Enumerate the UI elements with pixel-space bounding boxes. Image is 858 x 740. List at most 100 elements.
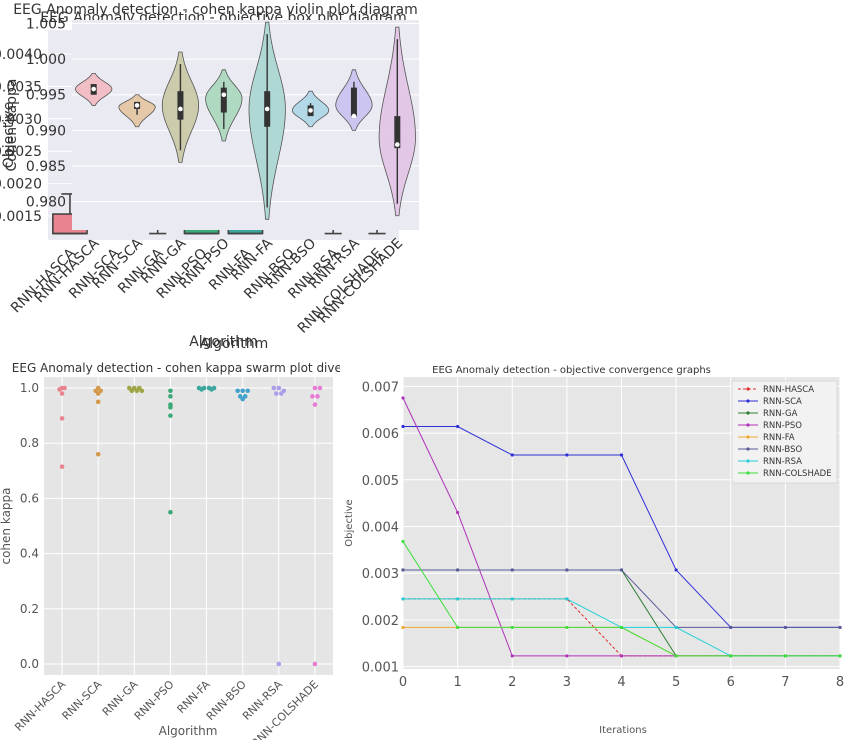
legend-label: RNN-HASCA (763, 385, 814, 395)
series-marker (401, 568, 405, 572)
swarm-point (315, 394, 320, 399)
violin-median-dot (221, 92, 227, 98)
swarm-point (271, 385, 277, 391)
series-marker (729, 625, 733, 630)
y-tick-label: 0.001 (362, 661, 399, 676)
swarm-point (57, 387, 62, 392)
x-axis-label: Iterations (599, 725, 647, 736)
swarm-point (59, 464, 65, 469)
series-marker (510, 597, 514, 601)
series-marker (838, 654, 842, 658)
legend-marker (746, 435, 750, 439)
violin-median-dot (395, 142, 400, 147)
x-tick-label: 4 (617, 675, 625, 690)
x-tick-label: RNN-HASCA (12, 678, 68, 734)
legend-marker (746, 399, 750, 403)
swarm-point (199, 387, 204, 392)
swarm-point (240, 388, 245, 394)
x-axis-label: Algorithm (200, 336, 269, 352)
series-marker (510, 654, 514, 658)
swarm-point (62, 385, 67, 391)
legend-marker (746, 471, 750, 475)
series-marker (619, 453, 624, 457)
legend-marker (746, 423, 750, 427)
legend-marker (746, 387, 750, 391)
swarm-point (168, 509, 173, 515)
x-tick-label: 8 (836, 675, 844, 690)
y-tick-label: 0.007 (362, 380, 399, 395)
series-marker (565, 625, 569, 630)
x-tick-label: 1 (453, 675, 461, 690)
y-tick-label: 0.0025 (0, 144, 42, 160)
series-marker (619, 654, 624, 658)
x-tick-label: 0 (399, 675, 407, 690)
x-tick-label: RNN-HASCA (32, 235, 103, 306)
violin-median-dot (178, 106, 183, 112)
swarm-plot-chart: 0.00.20.40.60.81.0RNN-HASCARNN-SCARNN-GA… (0, 361, 340, 740)
legend-label: RNN-PSO (763, 421, 802, 431)
series-marker (674, 654, 678, 658)
y-tick-label: 0.990 (26, 123, 66, 139)
swarm-point (95, 451, 101, 457)
series-marker (510, 568, 514, 572)
series-marker (565, 568, 569, 572)
y-tick-label: 0.980 (26, 195, 66, 211)
series-marker (401, 597, 405, 601)
swarm-point (139, 388, 145, 394)
legend-label: RNN-BSO (763, 445, 802, 455)
y-tick-label: 0.004 (362, 521, 399, 536)
legend-label: RNN-SCA (763, 397, 802, 407)
swarm-point (276, 661, 282, 667)
legend-marker (746, 447, 750, 451)
y-axis-label: Objective (1, 102, 17, 168)
x-tick-label: RNN-PSO (132, 678, 177, 723)
series-marker (456, 625, 460, 630)
legend-label: RNN-RSA (763, 457, 802, 467)
chart-title: EEG Anomaly detection - cohen kappa swar… (12, 361, 340, 375)
legend-label: RNN-FA (763, 433, 795, 443)
swarm-point (168, 405, 173, 410)
chart-title: EEG Anomaly detection - cohen kappa viol… (13, 2, 418, 18)
series-marker (510, 453, 514, 457)
convergence-line-chart: 0.001 0.002 0.003 0.004 0.005 0.006 0.007 0 1 2 3 4… (344, 365, 844, 736)
y-tick-label: 0.006 (362, 427, 399, 442)
swarm-point (134, 388, 140, 394)
swarm-point (276, 385, 282, 391)
swarm-point (279, 391, 284, 396)
swarm-point (59, 416, 65, 421)
series-marker (674, 568, 678, 572)
series-marker (510, 625, 514, 630)
swarm-point (312, 385, 318, 391)
swarm-point (59, 391, 65, 396)
violin-iqr-box (394, 116, 401, 149)
series-marker (838, 625, 842, 630)
y-tick-label: 0.8 (20, 436, 39, 450)
x-tick-label: 2 (508, 675, 516, 690)
series-marker (783, 654, 787, 658)
y-tick-label: 0.985 (26, 159, 66, 175)
y-tick-label: 0.0035 (0, 79, 42, 95)
series-marker (565, 597, 569, 601)
swarm-point (168, 394, 173, 399)
legend-marker (746, 411, 750, 415)
y-axis-label: cohen kappa (0, 487, 13, 564)
series-marker (456, 424, 460, 429)
y-tick-label: 0.002 (362, 614, 399, 629)
swarm-point (95, 391, 101, 396)
series-marker (565, 654, 569, 658)
series-marker (674, 625, 678, 630)
swarm-point (310, 394, 315, 399)
swarm-point (168, 413, 173, 418)
plot-area (44, 377, 333, 675)
series-marker (401, 396, 405, 400)
x-tick-label: RNN-COLSHADE (315, 236, 406, 327)
swarm-point (95, 399, 101, 405)
violin-median-dot (91, 86, 96, 92)
y-tick-label: 0.4 (20, 547, 39, 561)
x-tick-label: 3 (563, 675, 571, 690)
y-tick-label: 0.995 (26, 88, 66, 104)
x-axis-label: Algorithm (189, 334, 258, 350)
swarm-point (245, 388, 250, 394)
legend-box (731, 380, 838, 484)
violin-plot-chart: 0.980 0.985 0.990 0.995 1.000 1.005 RNN-HASCA R… (4, 2, 419, 352)
